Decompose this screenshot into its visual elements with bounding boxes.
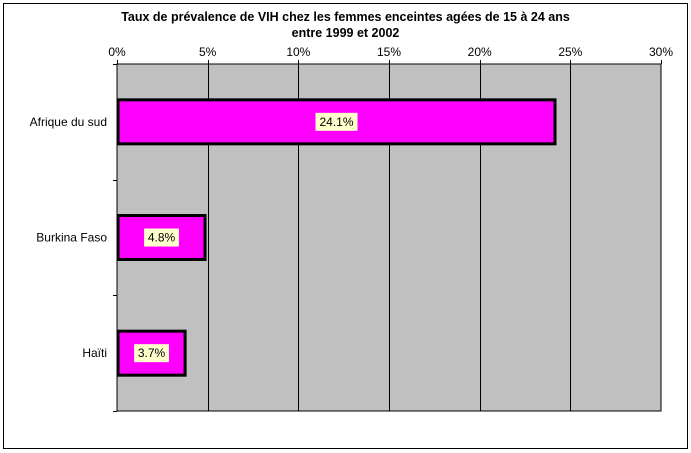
chart-title: Taux de prévalence de VIH chez les femme… xyxy=(0,9,691,41)
category-label: Afrique du sud xyxy=(30,115,107,129)
x-tick-label: 0% xyxy=(108,45,126,59)
x-tick-label: 30% xyxy=(649,45,673,59)
data-label-background xyxy=(144,228,179,247)
data-label: 4.8% xyxy=(148,231,176,245)
chart-title-line-1: Taux de prévalence de VIH chez les femme… xyxy=(121,10,570,24)
x-tick-label: 25% xyxy=(558,45,582,59)
chart-title-line-2: entre 1999 et 2002 xyxy=(291,26,400,40)
x-tick-label: 20% xyxy=(468,45,492,59)
x-tick-label: 10% xyxy=(286,45,310,59)
data-label-background xyxy=(315,112,358,131)
category-label: Burkina Faso xyxy=(36,231,107,245)
category-label: Haïti xyxy=(82,346,107,360)
bar xyxy=(116,329,187,377)
x-tick-label: 5% xyxy=(199,45,217,59)
data-label: 24.1% xyxy=(319,115,353,129)
data-label: 3.7% xyxy=(138,346,166,360)
data-label-background xyxy=(134,344,169,363)
x-tick-label: 15% xyxy=(377,45,401,59)
